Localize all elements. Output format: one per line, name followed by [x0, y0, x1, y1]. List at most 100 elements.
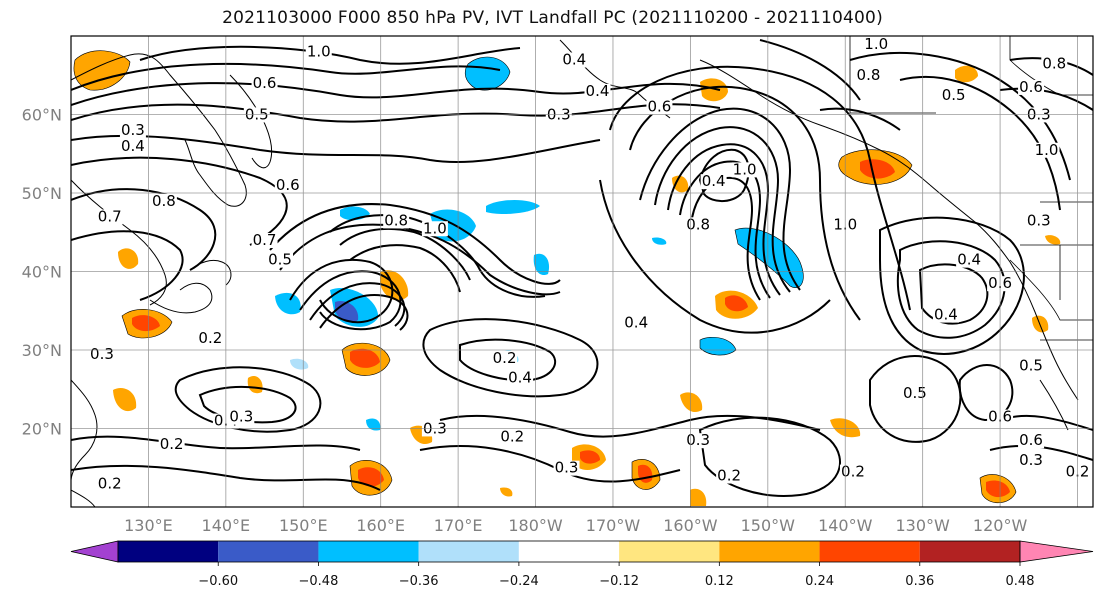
contour-label-bg — [623, 315, 650, 331]
colorbar — [70, 540, 1094, 563]
contour-label: 0.4 — [624, 313, 648, 331]
contour-label: 0.4 — [586, 82, 610, 100]
contour-label: 0.4 — [702, 172, 726, 190]
contour-label: 0.4 — [562, 50, 586, 68]
contour-label: 0.5 — [1019, 357, 1043, 375]
positive-anomaly — [73, 50, 131, 91]
contour-label-bg — [274, 178, 301, 194]
contour-label-bg — [1033, 142, 1060, 158]
negative-anomaly — [486, 200, 540, 214]
lon-label: 140°W — [818, 516, 873, 535]
lon-label: 180°W — [508, 516, 563, 535]
lat-label: 20°N — [22, 420, 62, 439]
contour-label: 0.3 — [686, 431, 710, 449]
map-frame — [70, 35, 1094, 508]
contour-label-bg — [119, 138, 146, 154]
contour-label: 0.4 — [508, 368, 532, 386]
contour-label-bg — [228, 409, 255, 425]
contour-label: 1.0 — [307, 43, 331, 61]
contour-label: 0.2 — [841, 463, 865, 481]
contour-line — [71, 156, 288, 246]
coastlines — [71, 39, 1079, 507]
contour-label: 0.5 — [942, 86, 966, 104]
colorbar-segment — [318, 541, 419, 562]
contour-line — [71, 103, 721, 123]
contour-line — [989, 444, 1093, 461]
colorbar-label: 0.12 — [705, 574, 734, 589]
contour-label-bg — [267, 252, 294, 268]
contour-label-bg — [96, 476, 123, 492]
contour-line — [759, 39, 861, 101]
positive-anomaly — [350, 348, 380, 368]
longitude-labels: 130°E 140°E 150°E 160°E 170°E 180°W 170°W 160°W… — [124, 516, 1027, 535]
negative-anomaly — [533, 253, 550, 276]
lat-label: 60°N — [22, 106, 62, 125]
contour-label-bg — [839, 464, 866, 480]
coastline-korea — [71, 179, 167, 306]
contour-label: 0.2 — [500, 427, 524, 445]
contour-line — [999, 87, 1093, 111]
colorbar-segment — [118, 541, 219, 562]
colorbar-label: 0.24 — [805, 574, 834, 589]
positive-anomaly — [860, 159, 895, 179]
contour-label-bg — [731, 162, 758, 178]
positive-anomaly — [680, 392, 703, 413]
contour-label-bg — [251, 233, 278, 249]
contour-line — [139, 45, 521, 65]
contour-label-bg — [150, 193, 177, 209]
contour-line — [819, 107, 901, 131]
positive-anomaly — [113, 388, 137, 412]
contour-label-bg — [901, 386, 928, 402]
contour-label: 0.5 — [268, 251, 292, 269]
negative-anomaly — [366, 418, 381, 431]
contour-label: 0.6 — [276, 176, 300, 194]
contour-line — [698, 416, 841, 497]
contour-line — [319, 294, 409, 331]
colorbar-labels: −0.60 −0.48 −0.36 −0.24 −0.12 0.12 0.24 0.36 0.4… — [198, 562, 1034, 589]
contour-label: 0.2 — [198, 329, 222, 347]
contour-line — [667, 143, 781, 296]
figure-title: 2021103000 F000 850 hPa PV, IVT Landfall… — [222, 8, 883, 28]
contour-label-bg — [685, 433, 712, 449]
contour-label: 0.7 — [253, 231, 277, 249]
coastline-asia — [71, 53, 247, 207]
colorbar-extend-right — [1019, 540, 1094, 563]
lon-label: 160°W — [663, 516, 718, 535]
coastline-west-coast — [929, 184, 1079, 401]
lon-label: 130°W — [895, 516, 950, 535]
negative-anomaly — [290, 358, 309, 370]
contour-label-bg — [383, 213, 410, 229]
contour-label-bg — [685, 217, 712, 233]
political-borders — [849, 36, 1093, 341]
contour-label-bg — [499, 429, 526, 445]
contour-label-bg — [197, 331, 224, 347]
contour-label-bg — [584, 83, 611, 99]
colorbar-frame — [117, 540, 1021, 563]
positive-anomaly — [580, 450, 600, 464]
contour-label-bg — [1025, 107, 1052, 123]
contour-label-bg — [243, 107, 270, 123]
contour-label: 0.4 — [934, 306, 958, 324]
contour-label: 0.5 — [903, 384, 927, 402]
lat-label: 30°N — [22, 341, 62, 360]
positive-anomaly — [700, 78, 728, 102]
positive-anomaly — [118, 248, 139, 269]
contour-label: 0.6 — [253, 74, 277, 92]
positive-anomaly — [358, 467, 384, 487]
contour-label-bg — [1018, 433, 1045, 449]
colorbar-segment — [418, 541, 519, 562]
border-state — [1009, 259, 1093, 321]
contour-label: 0.3 — [121, 121, 145, 139]
contour-label-bg — [96, 209, 123, 225]
coastline-japan-north — [189, 259, 232, 286]
contour-label-bg — [88, 346, 115, 362]
contour-line — [609, 65, 911, 311]
border-alaska-canada — [849, 36, 936, 114]
positive-anomaly — [500, 487, 513, 497]
lon-label: 170°W — [586, 516, 641, 535]
contour-label: 0.7 — [98, 207, 122, 225]
contour-label-bg — [251, 76, 278, 92]
contour-line — [869, 355, 962, 443]
lon-label: 140°E — [202, 516, 251, 535]
